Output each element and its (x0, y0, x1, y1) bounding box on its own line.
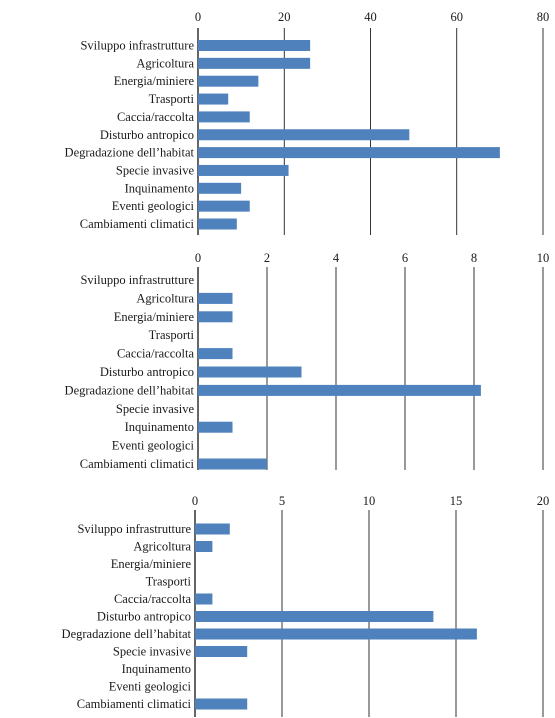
chart-panel-3: 0 5 10 15 20 Sviluppo infrastrutture Agricoltu… (62, 494, 550, 717)
bar (198, 129, 410, 141)
bar (198, 147, 500, 159)
bar (198, 292, 233, 304)
category-label: Agricoltura (136, 291, 194, 305)
category-label: Energia/miniere (111, 557, 192, 571)
bar (195, 698, 248, 710)
chart-panel-2: 0 2 4 6 8 10 Sviluppo infrastrutture Agricoltur… (65, 251, 550, 471)
bar (198, 458, 267, 470)
bar (195, 628, 477, 640)
bar (198, 384, 481, 396)
tick-label: 40 (364, 10, 377, 24)
category-label: Sviluppo infrastrutture (80, 273, 194, 287)
category-label: Cambiamenti climatici (80, 457, 195, 471)
tick-label: 8 (471, 251, 477, 265)
category-label: Energia/miniere (114, 74, 195, 88)
category-label: Degradazione dell’habitat (65, 383, 195, 397)
tick-label: 0 (195, 251, 201, 265)
tick-label: 10 (363, 494, 376, 508)
category-label: Agricoltura (133, 540, 191, 554)
category-label: Sviluppo infrastrutture (80, 39, 194, 53)
bar (198, 93, 229, 105)
tick-label: 15 (450, 494, 463, 508)
category-label: Specie invasive (113, 645, 192, 659)
bar (198, 421, 233, 433)
category-label: Eventi geologici (112, 199, 195, 213)
bar (198, 111, 250, 123)
category-label: Eventi geologici (112, 439, 195, 453)
bar (198, 366, 302, 378)
tick-label: 60 (451, 10, 464, 24)
category-label: Energia/miniere (114, 310, 195, 324)
bar (198, 348, 233, 360)
tick-label: 20 (278, 10, 291, 24)
chart-panel-1: 0 20 40 60 80 Sviluppo infrastrutture Agricolt… (65, 10, 550, 235)
tick-label: 0 (195, 10, 201, 24)
category-label: Inquinamento (125, 181, 194, 195)
category-label: Trasporti (149, 92, 195, 106)
category-label: Inquinamento (122, 662, 191, 676)
category-label: Trasporti (149, 328, 195, 342)
bar (198, 164, 289, 176)
bar (195, 541, 213, 552)
category-label: Cambiamenti climatici (77, 697, 192, 711)
category-label: Inquinamento (125, 420, 194, 434)
category-label: Caccia/raccolta (114, 592, 191, 606)
bar (198, 57, 311, 69)
category-label: Agricoltura (136, 56, 194, 70)
category-label: Cambiamenti climatici (80, 217, 195, 231)
category-label: Disturbo antropico (100, 365, 194, 379)
tick-label: 0 (192, 494, 198, 508)
tick-label: 80 (537, 10, 550, 24)
bar (198, 200, 250, 212)
bar (198, 75, 259, 87)
bar (195, 646, 248, 657)
bar (198, 182, 242, 194)
bar (198, 218, 237, 230)
bar (198, 40, 311, 51)
category-label: Caccia/raccolta (117, 110, 194, 124)
category-label: Specie invasive (116, 163, 195, 177)
tick-label: 4 (333, 251, 340, 265)
tick-label: 6 (402, 251, 408, 265)
category-label: Disturbo antropico (97, 610, 191, 624)
category-label: Disturbo antropico (100, 128, 194, 142)
category-label: Specie invasive (116, 402, 195, 416)
category-label: Degradazione dell’habitat (62, 627, 192, 641)
bar (195, 593, 213, 605)
category-label: Eventi geologici (109, 680, 192, 694)
tick-label: 20 (537, 494, 550, 508)
category-label: Caccia/raccolta (117, 347, 194, 361)
tick-label: 10 (537, 251, 550, 265)
tick-label: 2 (264, 251, 270, 265)
bar (198, 311, 233, 323)
tick-label: 5 (279, 494, 285, 508)
category-label: Sviluppo infrastrutture (77, 522, 191, 536)
bar (195, 523, 230, 535)
bar (195, 611, 434, 622)
category-label: Degradazione dell’habitat (65, 146, 195, 160)
category-label: Trasporti (146, 575, 192, 589)
